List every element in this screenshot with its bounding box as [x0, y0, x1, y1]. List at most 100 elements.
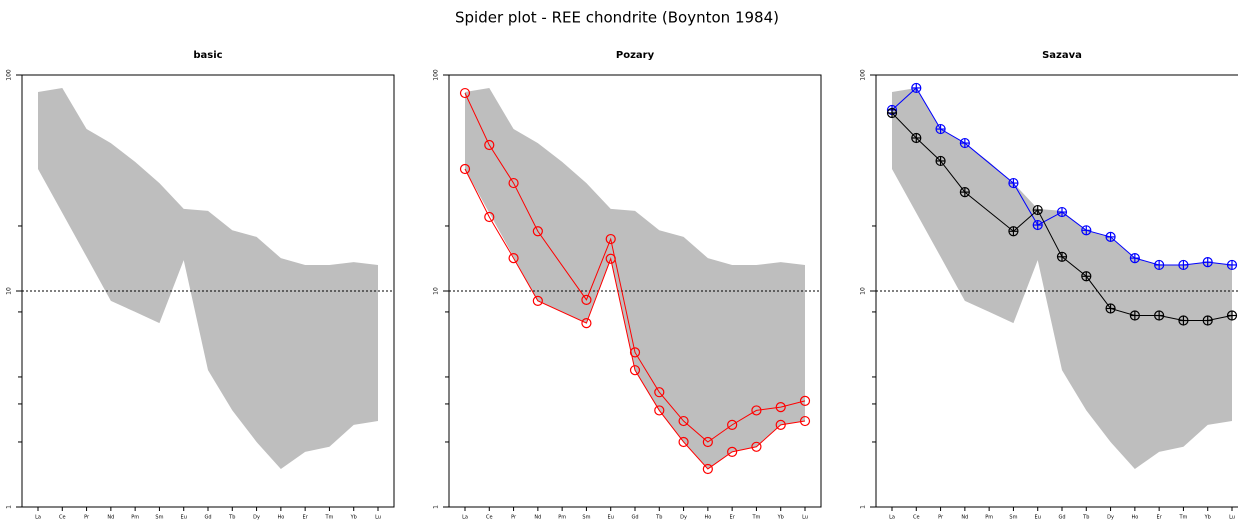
data-point	[727, 419, 738, 430]
y-tick-label: 10	[860, 287, 867, 295]
marker-circle	[581, 318, 592, 329]
chart-title: Spider plot - REE chondrite (Boynton 198…	[455, 9, 779, 27]
x-tick-label: Er	[730, 515, 736, 521]
x-tick-label: Nd	[961, 515, 968, 521]
marker-circle	[484, 211, 495, 223]
x-tick-label: Ho	[704, 515, 711, 521]
y-tick-label: 100	[433, 69, 440, 81]
data-point	[1032, 204, 1043, 216]
x-tick-label: Tm	[1178, 515, 1187, 521]
x-tick-label: La	[462, 515, 468, 521]
marker-circle	[484, 139, 495, 151]
y-tick-label: 1	[860, 505, 867, 509]
data-point	[1081, 225, 1092, 236]
x-tick-label: Ce	[59, 515, 66, 521]
data-point	[751, 441, 762, 452]
data-point	[459, 163, 471, 175]
data-point	[508, 253, 519, 264]
marker-circle	[654, 387, 665, 398]
x-tick-label: Ho	[1131, 515, 1138, 521]
x-tick-label: Er	[1157, 515, 1163, 521]
data-point	[1032, 219, 1043, 231]
data-point	[1056, 206, 1068, 218]
data-point	[654, 387, 665, 398]
x-tick-label: Pr	[84, 515, 90, 521]
x-tick-label: Pr	[938, 515, 944, 521]
x-tick-label: Gd	[204, 515, 211, 521]
marker-circle	[727, 446, 738, 457]
data-point	[1226, 310, 1238, 321]
data-point	[886, 107, 898, 119]
data-point	[911, 132, 922, 144]
y-tick-label: 10	[6, 287, 13, 295]
data-point	[702, 463, 713, 475]
panel-title: basic	[193, 50, 222, 61]
data-point	[1178, 259, 1189, 271]
data-point	[654, 405, 665, 416]
data-point	[629, 365, 641, 376]
x-tick-label: Eu	[1035, 515, 1041, 521]
x-tick-label: Eu	[181, 515, 187, 521]
x-tick-label: Dy	[253, 515, 260, 521]
x-tick-label: Gd	[631, 515, 638, 521]
x-tick-label: Pm	[558, 515, 566, 521]
marker-circle	[605, 233, 616, 245]
x-tick-label: Yb	[1204, 515, 1211, 521]
marker-circle	[508, 177, 519, 189]
x-tick-label: Tm	[751, 515, 760, 521]
data-point	[581, 294, 592, 305]
data-point	[532, 226, 543, 237]
marker-circle	[751, 405, 762, 416]
data-point	[775, 419, 786, 430]
data-point	[1178, 315, 1189, 326]
data-point	[1129, 310, 1140, 321]
x-tick-label: La	[889, 515, 895, 521]
data-point	[1056, 251, 1068, 262]
marker-circle	[629, 365, 641, 376]
data-point	[1105, 231, 1116, 243]
data-point	[508, 177, 519, 189]
marker-circle	[775, 402, 786, 413]
y-tick-label: 1	[6, 505, 13, 509]
marker-circle	[605, 253, 616, 264]
data-point	[605, 253, 616, 264]
data-point	[1226, 259, 1238, 271]
y-tick-label: 10	[433, 287, 440, 295]
x-tick-label: Pm	[985, 515, 993, 521]
y-tick-label: 100	[6, 69, 13, 81]
x-tick-label: Yb	[350, 515, 357, 521]
x-tick-label: Nd	[534, 515, 541, 521]
data-point	[1154, 310, 1165, 321]
x-tick-label: Ce	[913, 515, 920, 521]
data-point	[459, 87, 471, 99]
marker-circle	[459, 87, 471, 99]
x-tick-label: Lu	[802, 515, 808, 521]
data-point	[1008, 226, 1019, 237]
marker-circle	[629, 347, 641, 358]
x-tick-label: La	[35, 515, 41, 521]
data-point	[911, 82, 922, 94]
marker-circle	[775, 419, 786, 430]
range-band	[38, 87, 378, 469]
data-point	[581, 318, 592, 329]
marker-circle	[532, 226, 543, 237]
data-point	[959, 186, 970, 198]
data-point	[799, 395, 811, 406]
marker-circle	[702, 463, 713, 475]
marker-circle	[799, 395, 811, 406]
data-point	[605, 233, 616, 245]
x-tick-label: Ce	[486, 515, 493, 521]
range-band	[465, 87, 805, 469]
marker-circle	[581, 294, 592, 305]
data-point	[775, 402, 786, 413]
x-tick-label: Eu	[608, 515, 614, 521]
data-point	[935, 155, 946, 167]
x-tick-label: Dy	[680, 515, 687, 521]
x-tick-label: Sm	[155, 515, 163, 521]
data-point	[532, 295, 543, 306]
x-tick-label: Tb	[655, 515, 662, 521]
x-tick-label: Dy	[1107, 515, 1114, 521]
x-tick-label: Tb	[1082, 515, 1089, 521]
data-point	[1154, 259, 1165, 271]
